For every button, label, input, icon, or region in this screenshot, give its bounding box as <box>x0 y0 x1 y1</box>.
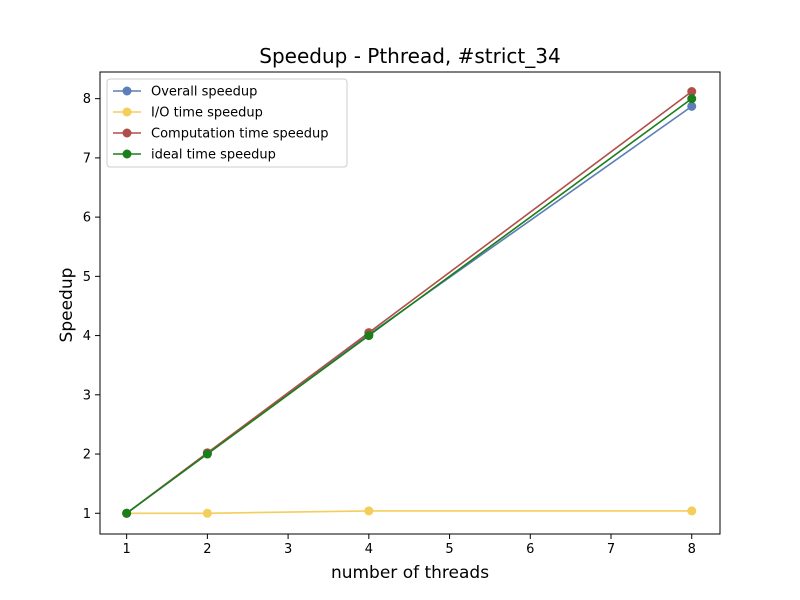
legend-marker-1 <box>122 86 132 96</box>
chart-title: Speedup - Pthread, #strict_34 <box>259 44 560 68</box>
x-tick-label: 7 <box>607 542 615 557</box>
series-4-point <box>364 331 374 341</box>
series-4-point <box>202 449 212 459</box>
legend-box <box>106 78 348 168</box>
series-2-point <box>687 506 697 516</box>
y-tick-label: 5 <box>83 270 91 285</box>
x-tick-label: 3 <box>284 542 292 557</box>
plot-area: 1 2 3 4 5 6 7 8 1 2 3 4 5 6 7 8 Overall speedup I/O time … <box>83 78 697 557</box>
y-tick-label: 6 <box>83 211 91 226</box>
series-1-point <box>687 101 697 111</box>
y-tick-label: 8 <box>83 92 91 107</box>
y-tick-label: 4 <box>83 329 91 344</box>
x-tick-label: 4 <box>365 542 373 557</box>
series-line-2 <box>126 510 692 515</box>
y-tick-label: 3 <box>83 388 91 403</box>
y-tick-label: 2 <box>83 448 91 463</box>
legend-label-4: ideal time speedup <box>151 148 276 163</box>
series-3-point <box>687 87 697 97</box>
x-tick-label: 6 <box>526 542 534 557</box>
legend-marker-4 <box>122 149 132 159</box>
axes-frame <box>99 71 721 535</box>
y-tick-label: 1 <box>83 507 91 522</box>
series-2-point <box>364 506 374 516</box>
x-axis-label: number of threads <box>331 563 489 583</box>
y-tick-label: 7 <box>83 151 91 166</box>
x-tick-label: 5 <box>445 542 453 557</box>
series-line-4 <box>126 98 693 514</box>
x-tick-label: 1 <box>123 542 131 557</box>
series-2-point <box>202 508 212 518</box>
legend-marker-2 <box>122 107 132 117</box>
legend-label-2: I/O time speedup <box>151 106 263 121</box>
x-tick-label: 8 <box>688 542 696 557</box>
legend: Overall speedup I/O time speedup Computati… <box>106 78 348 168</box>
legend-marker-3 <box>122 128 132 138</box>
series-4-point <box>122 508 132 518</box>
y-axis-label: Speedup <box>57 268 77 343</box>
legend-label-3: Computation time speedup <box>151 127 329 142</box>
legend-label-1: Overall speedup <box>151 85 257 100</box>
series-4-point <box>687 94 697 104</box>
x-tick-label: 2 <box>203 542 211 557</box>
